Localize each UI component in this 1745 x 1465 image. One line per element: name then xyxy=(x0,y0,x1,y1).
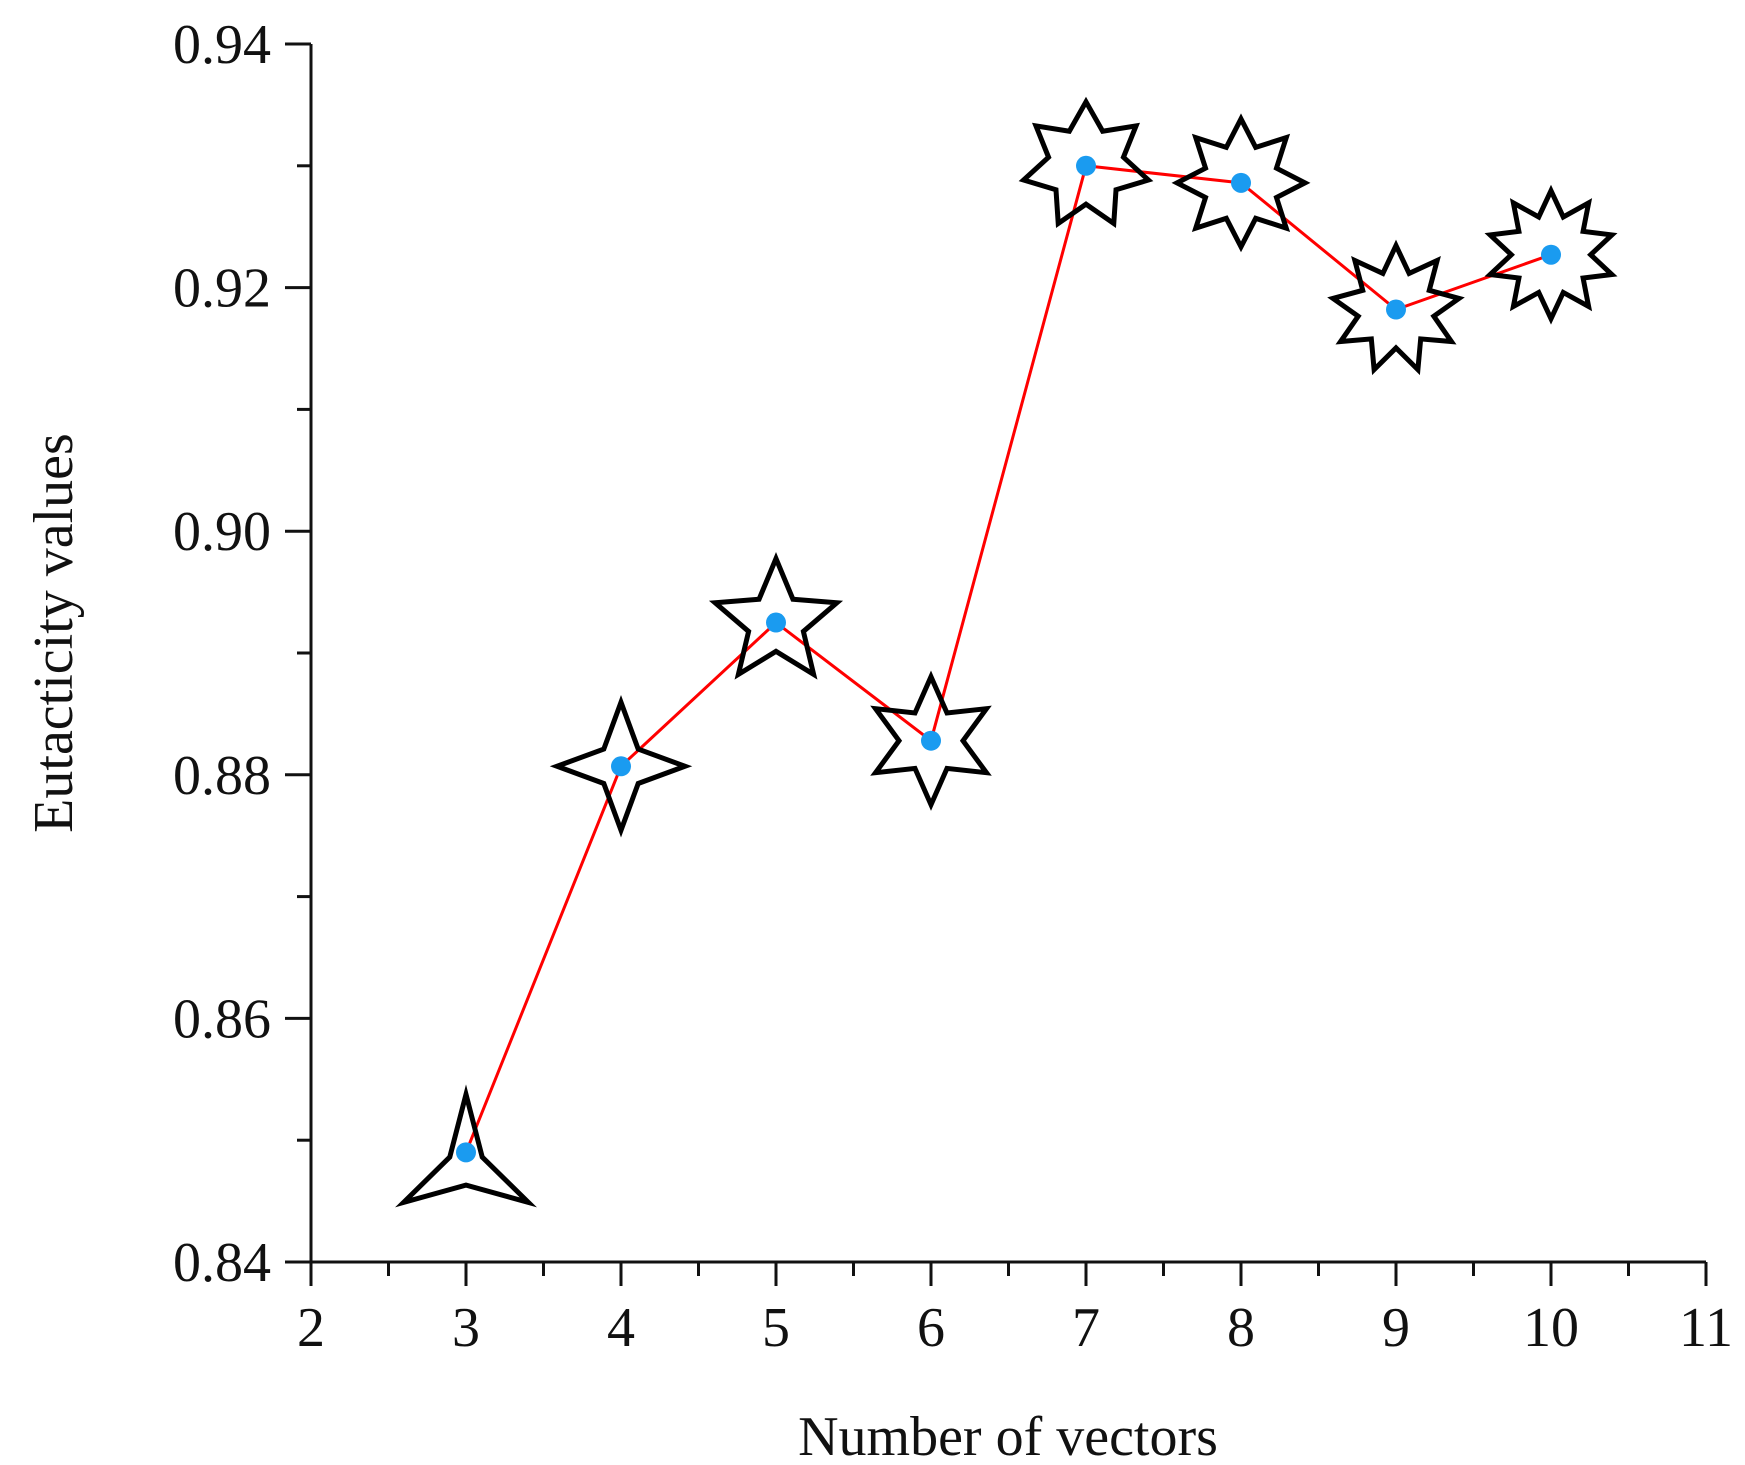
star-marker xyxy=(1327,239,1465,376)
x-tick-label: 4 xyxy=(607,1297,635,1359)
x-tick-label: 11 xyxy=(1679,1297,1733,1359)
star-marker xyxy=(1484,184,1618,325)
data-point xyxy=(1231,172,1251,193)
data-point xyxy=(456,1142,476,1163)
y-tick-label: 0.94 xyxy=(173,14,271,76)
star-marker xyxy=(708,552,844,680)
data-point xyxy=(921,730,941,751)
x-tick-label: 10 xyxy=(1523,1297,1579,1359)
star-markers xyxy=(395,96,1618,1208)
x-tick-label: 8 xyxy=(1227,1297,1255,1359)
x-tick-label: 3 xyxy=(452,1297,480,1359)
series-line xyxy=(464,164,1552,1153)
x-axis-title: Number of vectors xyxy=(798,1406,1218,1465)
star-marker xyxy=(549,695,693,838)
data-point xyxy=(766,612,786,633)
data-point xyxy=(611,756,631,777)
series-line-group xyxy=(464,164,1552,1153)
y-tick-label: 0.92 xyxy=(173,258,271,320)
x-tick-label: 6 xyxy=(917,1297,945,1359)
y-axis-ticks: 0.84 0.86 0.88 0.90 0.92 0.94 xyxy=(173,14,311,1294)
data-point xyxy=(1386,299,1406,320)
data-point xyxy=(1076,155,1096,176)
y-tick-label: 0.86 xyxy=(173,988,271,1050)
x-tick-label: 9 xyxy=(1382,1297,1410,1359)
star-marker xyxy=(870,670,992,811)
x-tick-label: 5 xyxy=(762,1297,790,1359)
data-point xyxy=(1541,244,1561,265)
x-tick-label: 2 xyxy=(297,1297,325,1359)
y-tick-label: 0.88 xyxy=(173,745,271,807)
star-marker xyxy=(1018,96,1154,229)
y-tick-label: 0.84 xyxy=(173,1232,271,1294)
x-tick-label: 7 xyxy=(1072,1297,1100,1359)
star-marker xyxy=(395,1084,537,1208)
star-marker xyxy=(1171,113,1311,253)
y-tick-label: 0.90 xyxy=(173,501,271,563)
x-axis-ticks: 2 3 4 5 6 7 8 9 10 11 xyxy=(297,1262,1733,1359)
y-axis-title: Eutacticity values xyxy=(23,433,85,833)
data-points xyxy=(456,155,1561,1163)
axes xyxy=(309,44,1706,1264)
